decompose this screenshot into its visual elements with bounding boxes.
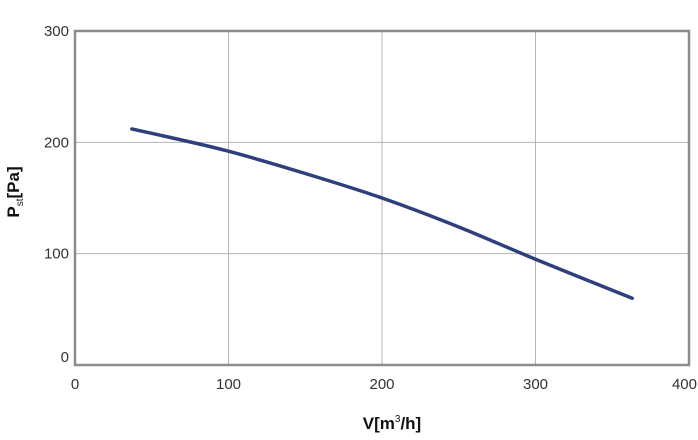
plot-frame [73,29,691,367]
x-tick-label: 300 [523,376,548,393]
y-tick-label: 100 [44,246,69,263]
x-axis-label: V[m3/h] [363,414,421,433]
x-tick-label: 0 [71,376,79,393]
x-tick-label: 400 [672,376,697,393]
grid [75,31,689,365]
x-tick-label: 100 [216,376,241,393]
y-axis-label: Pst[Pa] [4,166,26,217]
y-axis-label-sub: st [15,198,26,206]
y-tick-label: 0 [61,349,69,366]
y-axis-label-main: P [4,206,23,217]
x-axis-label-main: V[m [363,414,395,433]
x-axis-label-tail: /h] [400,414,421,433]
y-tick-label: 300 [44,23,69,40]
x-tick-label: 200 [369,376,394,393]
y-axis-ticks: 0 100 200 300 [44,23,69,366]
series-line [130,127,634,300]
y-tick-label: 200 [44,134,69,151]
x-axis-ticks: 0 100 200 300 400 [71,376,697,393]
x-axis-label-sup: 3 [395,414,401,425]
y-axis-label-tail: [Pa] [4,166,23,198]
